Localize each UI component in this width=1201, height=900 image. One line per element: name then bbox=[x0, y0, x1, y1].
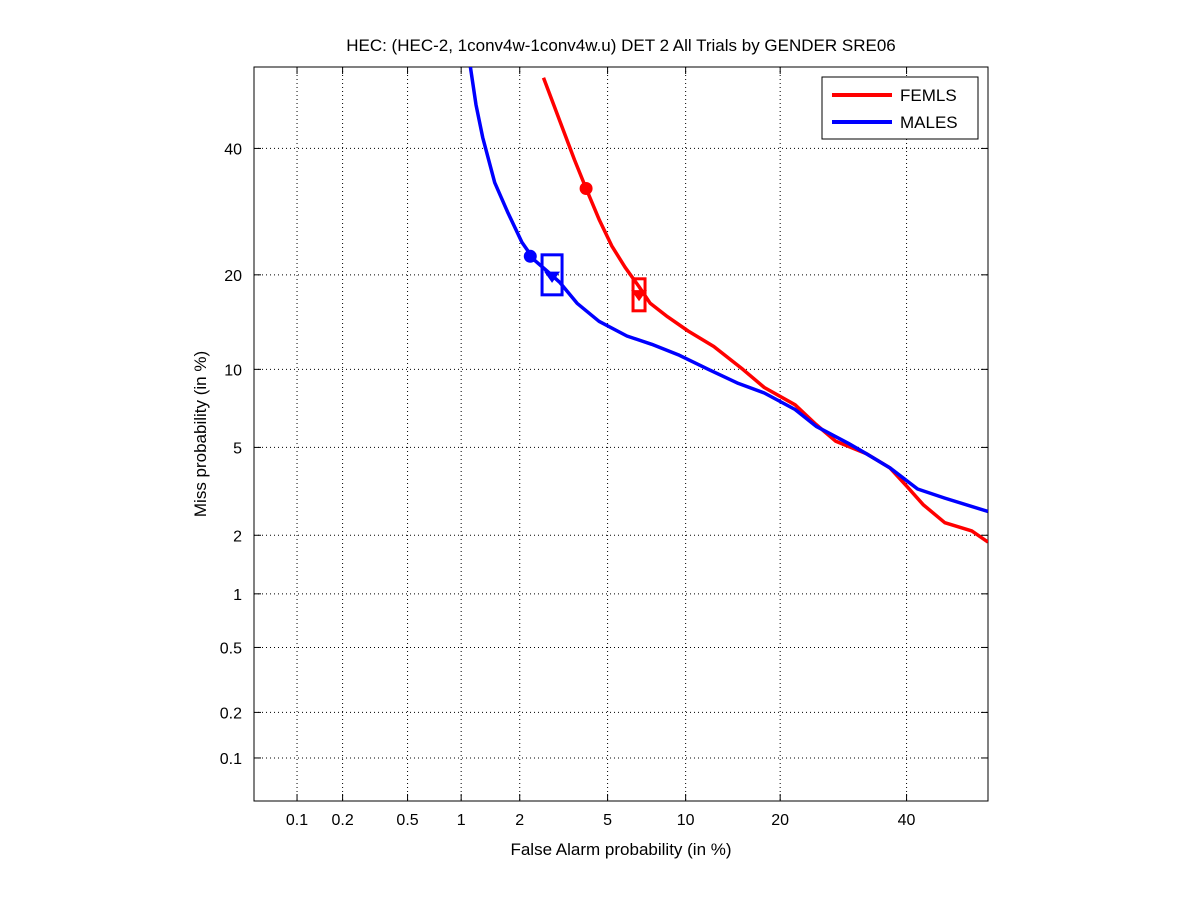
legend: FEMLS MALES bbox=[821, 76, 979, 140]
x-tick-label: 0.5 bbox=[396, 812, 418, 829]
x-tick-label: 20 bbox=[771, 812, 789, 829]
x-tick-label: 40 bbox=[898, 812, 916, 829]
y-tick-label: 20 bbox=[224, 268, 242, 285]
x-tick-label: 0.2 bbox=[331, 812, 353, 829]
min-dcf-marker-femls bbox=[579, 182, 593, 196]
x-tick-label: 2 bbox=[515, 812, 524, 829]
y-tick-label: 2 bbox=[233, 528, 242, 545]
confidence-box-males bbox=[540, 253, 564, 297]
x-tick-label: 10 bbox=[677, 812, 695, 829]
y-tick-label: 10 bbox=[224, 362, 242, 379]
confidence-box-femls bbox=[631, 277, 647, 313]
axis-ticks: 0.1 0.2 0.5 1 2 5 10 20 40 0.1 0.2 0.5 1 2 5 10 20 40 bbox=[220, 67, 988, 829]
actual-dcf-marker-males bbox=[544, 271, 561, 283]
det-curve-males bbox=[468, 67, 988, 514]
legend-label-femls: FEMLS bbox=[900, 86, 957, 105]
x-tick-label: 0.1 bbox=[286, 812, 308, 829]
x-tick-label: 5 bbox=[603, 812, 612, 829]
x-tick-label: 1 bbox=[457, 812, 466, 829]
y-tick-label: 0.5 bbox=[220, 640, 242, 657]
y-tick-label: 40 bbox=[224, 141, 242, 158]
operating-point-markers bbox=[523, 182, 648, 313]
y-tick-label: 1 bbox=[233, 587, 242, 604]
min-dcf-marker-males bbox=[523, 249, 537, 263]
y-tick-label: 0.2 bbox=[220, 705, 242, 722]
y-axis-label: Miss probability (in %) bbox=[191, 351, 210, 517]
chart-title: HEC: (HEC-2, 1conv4w-1conv4w.u) DET 2 Al… bbox=[346, 36, 896, 55]
axes-frame bbox=[253, 66, 989, 802]
y-tick-label: 0.1 bbox=[220, 751, 242, 768]
legend-label-males: MALES bbox=[900, 113, 958, 132]
y-tick-label: 5 bbox=[233, 440, 242, 457]
x-axis-label: False Alarm probability (in %) bbox=[510, 840, 731, 859]
actual-dcf-marker-femls bbox=[631, 290, 648, 302]
legend-box bbox=[821, 76, 979, 140]
